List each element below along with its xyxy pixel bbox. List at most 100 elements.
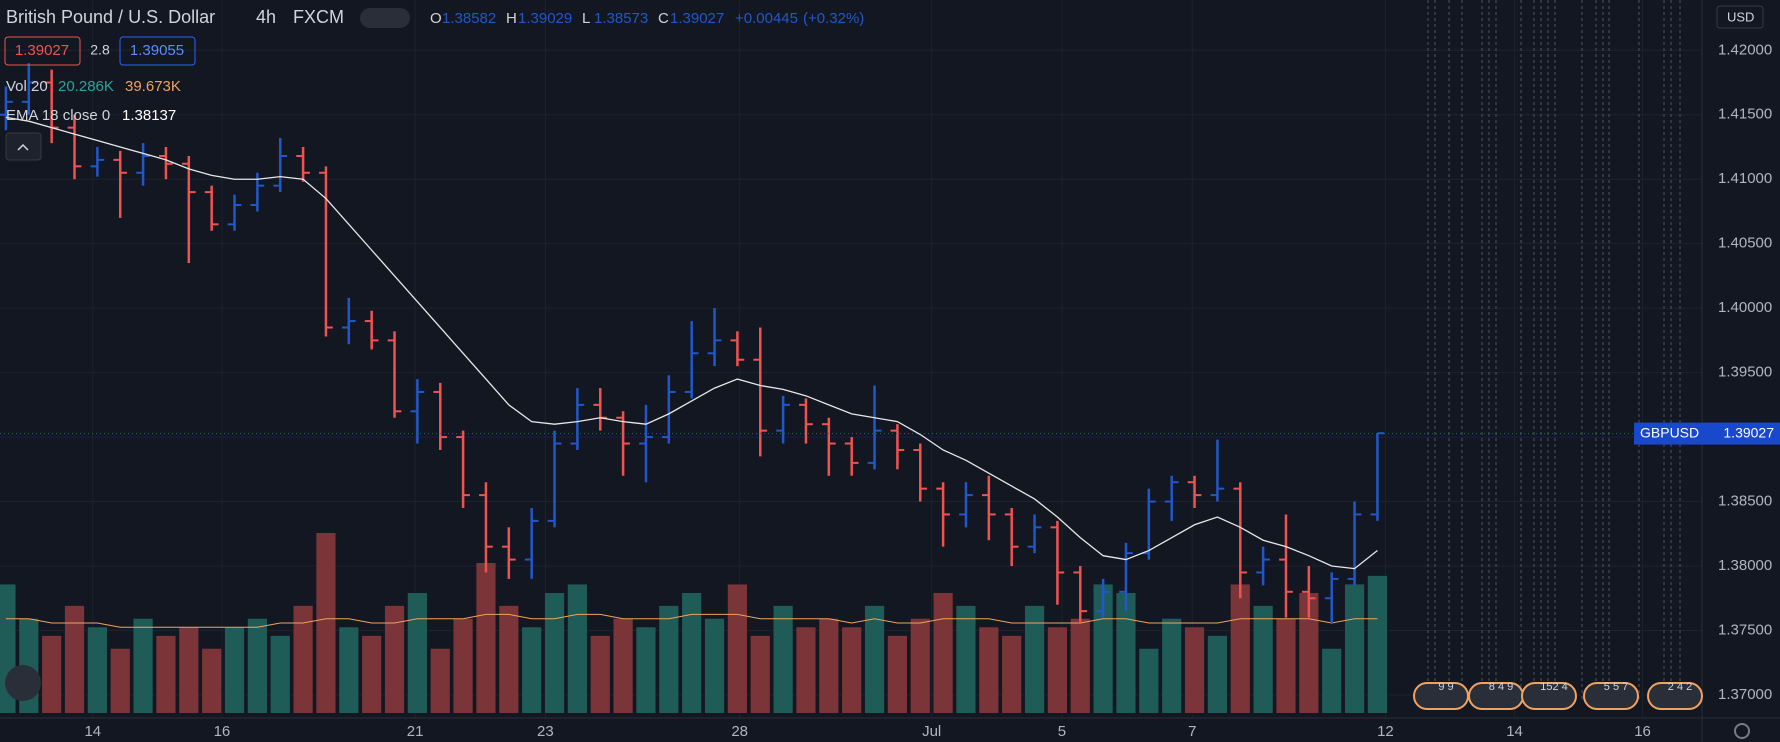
ohlc-bar (364, 310, 379, 350)
ohlc-bar (1210, 439, 1225, 502)
interval: 4h (256, 7, 276, 27)
y-tick-label: 1.40000 (1718, 299, 1772, 316)
ohlc-bar (639, 404, 653, 483)
currency-button[interactable] (1716, 5, 1764, 29)
event-marker[interactable] (1583, 682, 1639, 710)
ohlc-key: L (582, 10, 590, 27)
sell-price: 1.39027 (15, 42, 69, 59)
volume-bar (544, 593, 565, 713)
volume-bar (1184, 627, 1205, 713)
toggle[interactable] (360, 8, 410, 28)
y-tick-label: 1.40500 (1718, 235, 1772, 252)
volume-bar (1002, 635, 1022, 713)
ohlc-bar (1279, 514, 1293, 618)
y-tick-label: 1.37500 (1718, 621, 1772, 638)
symbol-name: British Pound / U.S. Dollar (6, 7, 215, 27)
ohlc-bar (730, 331, 745, 367)
collapse-icon (17, 143, 29, 151)
volume-bar (1230, 584, 1250, 713)
ohlc-bar (547, 430, 562, 528)
ohlc-bar (479, 482, 493, 573)
sell-button[interactable] (4, 36, 81, 66)
x-tick-label: 16 (1634, 723, 1651, 740)
volume-bar (842, 627, 862, 713)
volume-bar (727, 584, 747, 713)
volume-bar (910, 618, 930, 713)
vol-name: Vol 20 (6, 78, 48, 95)
ohlc-bar (570, 388, 585, 450)
volume-bar (270, 635, 290, 713)
ohlc-bar (90, 146, 105, 177)
volume-bar (567, 584, 587, 713)
ohlc-bar (524, 507, 539, 579)
volume-bar (1253, 605, 1273, 713)
ohlc-bar (1256, 546, 1270, 586)
ema-line (5, 116, 1378, 570)
x-tick-label: 7 (1188, 723, 1196, 740)
ohlc-bar (159, 146, 173, 180)
volume-bar (1299, 593, 1319, 713)
volume-bar (636, 627, 656, 713)
x-tick-label: 21 (407, 723, 424, 740)
volume-bar (1070, 618, 1090, 713)
volume-bar (1093, 584, 1113, 713)
price-axis (1702, 0, 1780, 742)
volume-bar (1116, 593, 1136, 713)
ohlc-bar (890, 424, 905, 470)
ohlc-bar (821, 417, 836, 476)
volume-bar (133, 618, 153, 713)
ohlc-bar (410, 379, 425, 444)
ohlc-bar (341, 297, 356, 345)
change-pct: (+0.32%) (803, 10, 864, 27)
volume-bar (1162, 618, 1182, 713)
ohlc-bar (136, 143, 150, 186)
ohlc-bar (0, 86, 13, 131)
volume-bar (933, 593, 953, 713)
event-marker[interactable] (1647, 682, 1703, 710)
y-tick-label: 1.37000 (1718, 686, 1772, 703)
ohlc-bar (67, 114, 82, 180)
ema-name: EMA 18 close 0 (6, 107, 110, 124)
volume-bar (179, 627, 199, 713)
volume-bar (87, 627, 107, 713)
volume-bar (1367, 575, 1388, 713)
ohlc-bar (1164, 475, 1179, 521)
volume-bar (42, 635, 62, 713)
ohlc-bar (1187, 475, 1202, 508)
ohlc-bar (433, 382, 448, 450)
buy-button[interactable] (119, 36, 196, 66)
event-count: 5 5 7 (1604, 681, 1628, 693)
event-marker[interactable] (1521, 682, 1577, 710)
ohlc-bar (661, 375, 676, 444)
volume-bar (864, 605, 885, 713)
y-tick-label: 1.38000 (1718, 557, 1772, 574)
volume-bar (316, 533, 336, 713)
event-count: 152 4 (1540, 681, 1568, 693)
volume-bar (1139, 648, 1159, 713)
ohlc-bar (1347, 501, 1362, 586)
last-price-box (1634, 422, 1780, 445)
volume-bar (750, 635, 770, 713)
event-count: 8 4 9 (1489, 681, 1513, 693)
ohlc-value: 1.39027 (670, 10, 724, 27)
ohlc-bar (296, 146, 310, 182)
ohlc-bar (273, 137, 288, 193)
volume-bar (1207, 635, 1228, 713)
ohlc-bar (1050, 520, 1065, 605)
volume-bar (796, 627, 816, 713)
x-tick-label: 5 (1058, 723, 1066, 740)
ohlc-key: C (658, 10, 669, 27)
volume-bar (819, 618, 839, 713)
ohlc-value: 1.38573 (594, 10, 648, 27)
volume-bar (110, 648, 130, 713)
ohlc-bar (1301, 566, 1316, 618)
volume-bar (1276, 618, 1296, 713)
buy-price: 1.39055 (130, 42, 184, 59)
ohlc-bar (707, 308, 722, 367)
source: FXCM (293, 7, 344, 27)
ohlc-bar (1119, 542, 1133, 612)
settings-icon[interactable] (1734, 723, 1750, 739)
volume-bar (1344, 584, 1365, 713)
logo (5, 665, 41, 701)
